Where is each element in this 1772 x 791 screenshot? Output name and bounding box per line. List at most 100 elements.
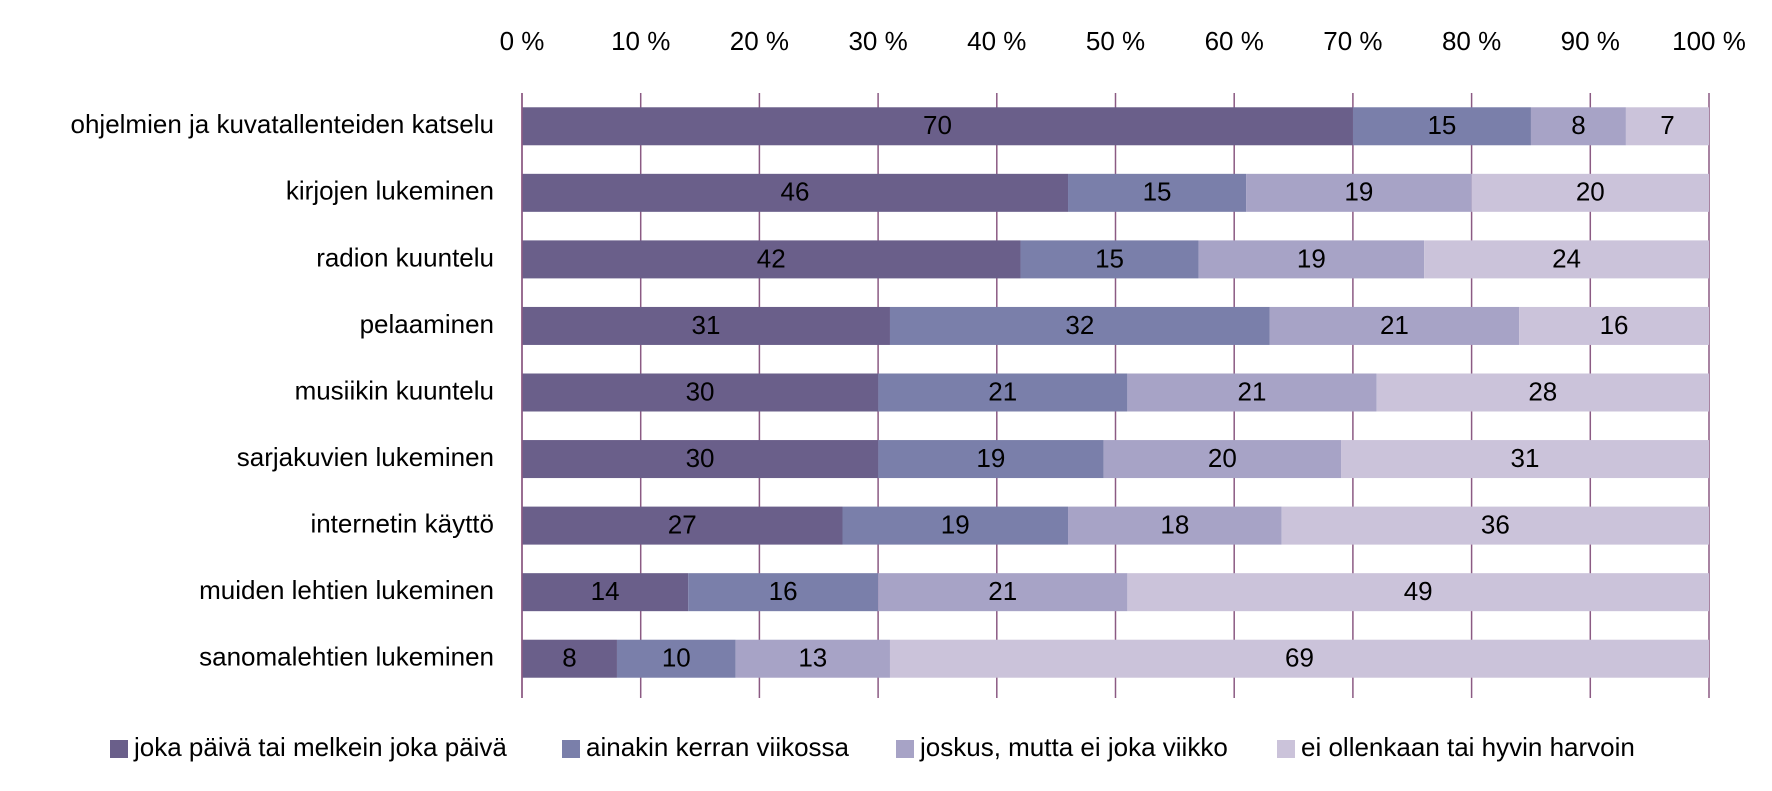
x-tick-label: 50 % — [1086, 26, 1145, 56]
bar-segment — [1625, 107, 1709, 146]
bar-segment — [878, 573, 1128, 612]
value-label: 27 — [668, 509, 697, 539]
legend-swatch — [110, 740, 128, 758]
value-label: 20 — [1576, 177, 1605, 207]
value-label: 15 — [1143, 177, 1172, 207]
bar-segment — [1530, 107, 1626, 146]
bar-segment — [1376, 373, 1709, 412]
value-label: 21 — [1238, 376, 1267, 406]
value-label: 19 — [941, 509, 970, 539]
y-tick-label: pelaaminen — [360, 309, 494, 339]
bar-segment — [1127, 373, 1377, 412]
x-tick-label: 40 % — [967, 26, 1026, 56]
value-label: 16 — [769, 576, 798, 606]
legend-swatch — [896, 740, 914, 758]
value-label: 30 — [686, 376, 715, 406]
y-tick-label: muiden lehtien lukeminen — [199, 575, 494, 605]
value-label: 15 — [1095, 243, 1124, 273]
x-tick-label: 10 % — [611, 26, 670, 56]
bar-segment — [1471, 173, 1709, 212]
value-label: 16 — [1600, 310, 1629, 340]
value-label: 69 — [1285, 643, 1314, 673]
value-label: 7 — [1660, 110, 1674, 140]
value-label: 14 — [591, 576, 620, 606]
y-tick-label: kirjojen lukeminen — [286, 176, 494, 206]
bar-segment — [1341, 440, 1709, 479]
x-tick-label: 20 % — [730, 26, 789, 56]
bar-segment — [522, 306, 890, 345]
x-tick-label: 90 % — [1561, 26, 1620, 56]
bar-segment — [522, 240, 1021, 279]
y-tick-label: sanomalehtien lukeminen — [199, 642, 494, 672]
value-label: 28 — [1528, 376, 1557, 406]
bar-segment — [522, 173, 1069, 212]
bar-segment — [522, 639, 617, 678]
value-label: 19 — [1297, 243, 1326, 273]
x-tick-label: 100 % — [1672, 26, 1746, 56]
y-tick-label: sarjakuvien lukeminen — [237, 442, 494, 472]
value-label: 10 — [662, 643, 691, 673]
x-tick-label: 30 % — [848, 26, 907, 56]
bar-segment — [1020, 240, 1199, 279]
legend-label: ei ollenkaan tai hyvin harvoin — [1301, 732, 1635, 762]
bar-segment — [1352, 107, 1531, 146]
bar-segment — [1519, 306, 1709, 345]
bar-segment — [522, 506, 843, 545]
bar-segment — [878, 373, 1128, 412]
value-label: 30 — [686, 443, 715, 473]
bar-segment — [889, 306, 1270, 345]
value-label: 21 — [988, 576, 1017, 606]
value-label: 19 — [976, 443, 1005, 473]
value-label: 70 — [923, 110, 952, 140]
y-tick-label: ohjelmien ja kuvatallenteiden katselu — [71, 109, 495, 139]
legend-label: joka päivä tai melkein joka päivä — [133, 732, 507, 762]
value-label: 21 — [988, 376, 1017, 406]
bar-segment — [1103, 440, 1342, 479]
x-tick-label: 70 % — [1323, 26, 1382, 56]
value-label: 13 — [798, 643, 827, 673]
bar-segment — [522, 573, 689, 612]
bar-segment — [1198, 240, 1425, 279]
value-label: 31 — [692, 310, 721, 340]
value-label: 20 — [1208, 443, 1237, 473]
bar-segment — [688, 573, 879, 612]
value-label: 18 — [1160, 509, 1189, 539]
bar-segment — [522, 440, 879, 479]
y-tick-label: radion kuuntelu — [316, 242, 494, 272]
bar-segment — [842, 506, 1069, 545]
value-label: 21 — [1380, 310, 1409, 340]
bar-segment — [878, 440, 1104, 479]
bar-segment — [1068, 173, 1247, 212]
value-label: 32 — [1065, 310, 1094, 340]
legend-swatch — [562, 740, 580, 758]
legend-label: ainakin kerran viikossa — [586, 732, 850, 762]
value-label: 8 — [1571, 110, 1585, 140]
x-tick-label: 60 % — [1205, 26, 1264, 56]
value-label: 24 — [1552, 243, 1581, 273]
bar-segment — [1246, 173, 1472, 212]
bar-segment — [1424, 240, 1709, 279]
bar-segment — [1281, 506, 1709, 545]
value-label: 31 — [1511, 443, 1540, 473]
bar-segment — [522, 107, 1353, 146]
bar-segment — [616, 639, 736, 678]
bar-segment — [522, 373, 879, 412]
value-label: 36 — [1481, 509, 1510, 539]
legend-swatch — [1277, 740, 1295, 758]
bar-segment — [1127, 573, 1709, 612]
value-label: 15 — [1427, 110, 1456, 140]
x-tick-label: 0 % — [500, 26, 545, 56]
y-tick-label: internetin käyttö — [310, 508, 494, 538]
value-label: 19 — [1344, 177, 1373, 207]
bar-segment — [1068, 506, 1282, 545]
value-label: 49 — [1404, 576, 1433, 606]
legend-label: joskus, mutta ei joka viikko — [919, 732, 1228, 762]
bar-segment — [889, 639, 1709, 678]
value-label: 46 — [781, 177, 810, 207]
bar-segment — [735, 639, 890, 678]
value-label: 8 — [562, 643, 576, 673]
bar-segment — [1269, 306, 1520, 345]
value-label: 42 — [757, 243, 786, 273]
y-tick-label: musiikin kuuntelu — [295, 375, 494, 405]
